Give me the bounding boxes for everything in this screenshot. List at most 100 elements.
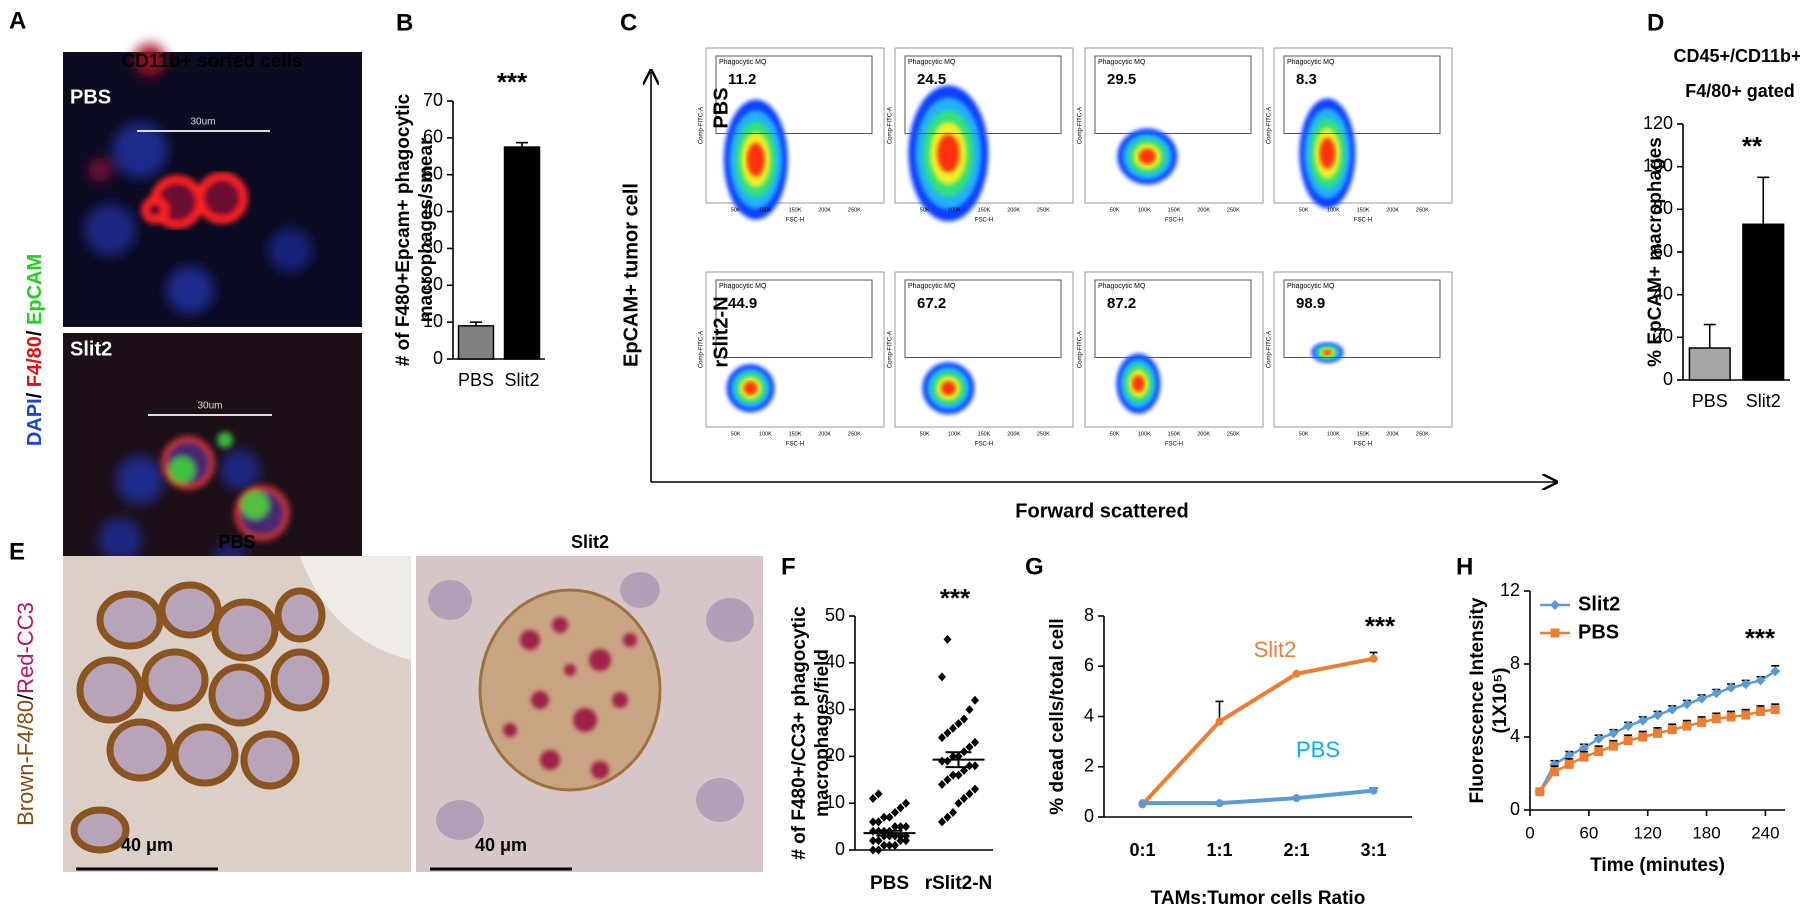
x-tick-label: 60	[1579, 823, 1598, 842]
bar	[503, 146, 541, 360]
y-tick-label: 100	[1643, 155, 1673, 175]
marker	[1755, 706, 1765, 716]
data-point	[874, 817, 883, 827]
image-label: PBS	[218, 532, 255, 552]
marker	[1755, 675, 1766, 686]
plot-tick-label: 200K	[1007, 207, 1020, 213]
plot-tick-label: 150K	[1168, 431, 1181, 437]
plot-tick-label: 100K	[1138, 431, 1151, 437]
plot-tick-label: 50K	[731, 207, 741, 213]
marker	[1535, 787, 1545, 797]
label-part: Brown-F4/80	[13, 700, 38, 826]
plot-tick-label: 100K	[948, 207, 961, 213]
plot-axis-label: Comp-FITC-A	[888, 107, 894, 144]
image-label: Slit2	[571, 532, 609, 552]
marker	[1564, 750, 1575, 761]
marker	[1292, 669, 1301, 678]
data-point	[949, 808, 957, 818]
data-point	[971, 695, 979, 705]
gate-label: Phagocytic MQ	[1098, 283, 1146, 290]
marker	[1653, 728, 1662, 738]
x-tick-label: 0	[1525, 823, 1534, 842]
scale-bar-label: 40 μm	[475, 835, 527, 855]
data-point	[938, 733, 946, 743]
data-point	[943, 634, 952, 644]
marker	[1292, 794, 1301, 803]
legend-label: PBS	[1578, 621, 1619, 643]
plot-axis-label: FSC-H	[786, 442, 804, 448]
plot-axis-label: Comp-FITC-A	[699, 331, 705, 368]
gate-label: Phagocytic MQ	[719, 59, 767, 66]
plot-tick-label: 250K	[1037, 207, 1050, 213]
y-tick-label: 20	[423, 274, 443, 294]
gate-label: Phagocytic MQ	[908, 59, 956, 66]
y-tick-label: 4	[1510, 726, 1520, 746]
plot-tick-label: 50K	[1110, 207, 1120, 213]
plot-tick-label: 250K	[1416, 207, 1429, 213]
data-point	[896, 803, 905, 813]
plot-tick-label: 200K	[818, 431, 831, 437]
y-axis-label: (1X10⁵)	[1490, 668, 1511, 734]
data-point	[954, 770, 963, 780]
panel-letter: D	[1647, 9, 1664, 36]
data-point	[943, 728, 952, 738]
gate-label: Phagocytic MQ	[908, 283, 956, 290]
y-axis-label: Fluorescence Intensity	[1467, 597, 1488, 803]
data-point	[869, 817, 877, 827]
plot-axis-label: Comp-FITC-A	[1267, 331, 1273, 368]
data-point	[874, 845, 883, 855]
data-point	[965, 705, 974, 715]
series-line	[1538, 708, 1776, 793]
y-tick-label: 10	[825, 792, 845, 812]
label-part: /	[24, 387, 46, 398]
plot-tick-label: 100K	[759, 207, 772, 213]
plot-tick-label: 250K	[1037, 431, 1050, 437]
scale-bar-label: 40 μm	[121, 835, 173, 855]
series-line	[1142, 788, 1374, 806]
scale-bar-label: 30um	[190, 117, 215, 128]
plot-tick-label: 150K	[1168, 207, 1181, 213]
data-point	[869, 794, 877, 804]
y-tick-label: 0	[1663, 369, 1673, 389]
density-blob	[1322, 349, 1332, 356]
marker	[1637, 715, 1648, 726]
significance: ***	[940, 583, 971, 613]
significance: ***	[1365, 611, 1396, 641]
plot-tick-label: 200K	[1197, 431, 1210, 437]
plot-tick-label: 50K	[1299, 207, 1309, 213]
y-tick-label: 8	[1084, 605, 1094, 625]
ihc-image-pbs	[63, 556, 411, 872]
gate	[904, 55, 1062, 134]
data-point	[891, 822, 899, 832]
plot-frame	[1273, 271, 1453, 428]
data-point	[885, 840, 894, 850]
marker	[1638, 732, 1648, 742]
label-part: DAPI	[24, 398, 46, 446]
y-axis-label: macrophages/smear	[416, 137, 437, 322]
chart-title: CD45+/CD11b+/	[1673, 46, 1800, 66]
x-tick-label: Slit2	[1746, 391, 1781, 411]
plot-tick-label: 250K	[1227, 431, 1240, 437]
data-point	[943, 812, 952, 822]
marker	[1741, 710, 1751, 720]
plot-tick-label: 100K	[1327, 207, 1340, 213]
y-tick-label: 2	[1084, 756, 1094, 776]
data-point	[965, 789, 974, 799]
density-blob	[743, 381, 758, 395]
marker	[1138, 799, 1147, 808]
marker	[1550, 767, 1560, 777]
data-point	[880, 812, 888, 822]
significance: ***	[1745, 623, 1776, 653]
marker	[1594, 747, 1604, 757]
legend-marker	[1550, 628, 1560, 638]
x-tick-label: 3:1	[1360, 840, 1386, 860]
y-tick-label: 60	[1653, 241, 1673, 261]
plot-axis-label: Comp-FITC-A	[1078, 107, 1084, 144]
data-point	[902, 836, 910, 846]
y-tick-label: 0	[433, 348, 443, 368]
gate	[1094, 55, 1252, 134]
significance: **	[1742, 131, 1763, 161]
gate	[904, 279, 1062, 358]
marker	[1711, 714, 1721, 724]
label-part: /	[24, 325, 46, 336]
